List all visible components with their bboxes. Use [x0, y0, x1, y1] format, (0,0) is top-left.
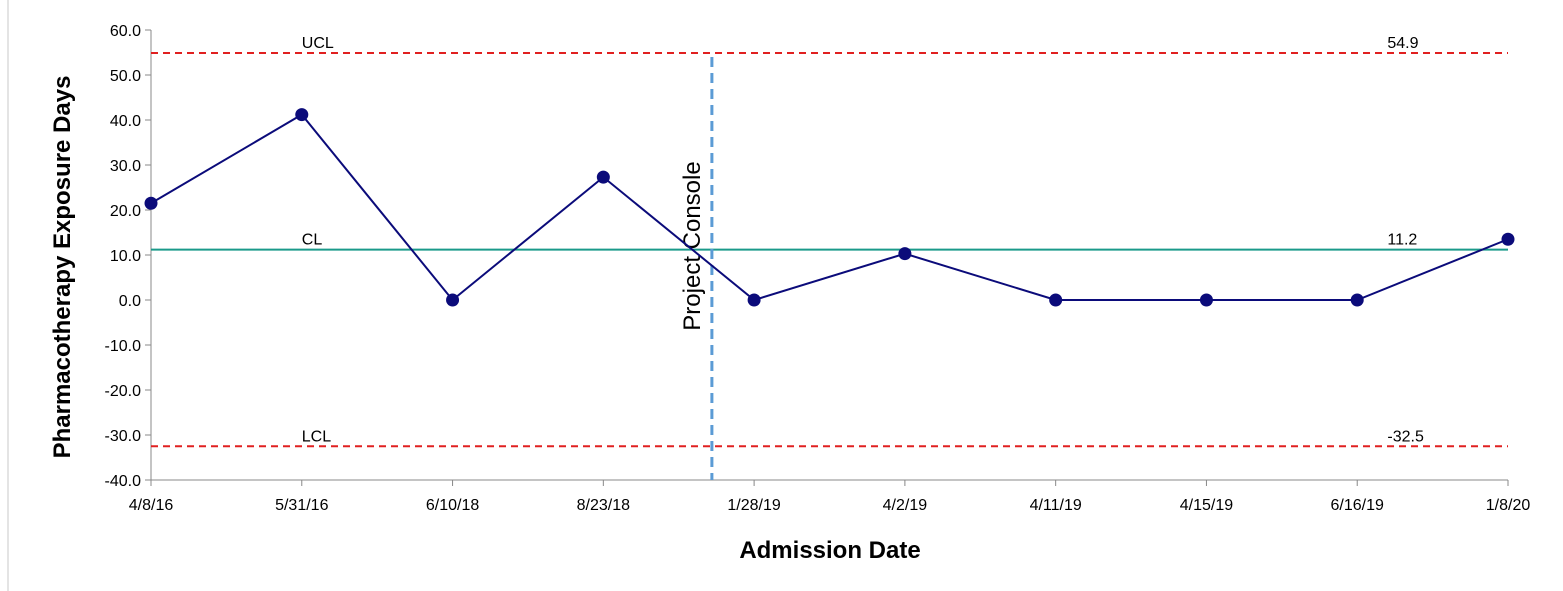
series-line	[151, 115, 1508, 300]
x-tick-label: 5/31/16	[275, 497, 328, 514]
y-tick-label: 40.0	[110, 113, 141, 130]
ucl-label: UCL	[302, 35, 334, 52]
y-tick-label: 30.0	[110, 158, 141, 175]
cl-value-label: 11.2	[1387, 232, 1417, 249]
data-point	[145, 197, 158, 210]
x-tick-label: 4/8/16	[129, 497, 174, 514]
y-tick-label: -40.0	[105, 473, 142, 490]
lcl-label: LCL	[302, 428, 331, 445]
data-point	[898, 247, 911, 260]
cl-label: CL	[302, 232, 323, 249]
phase-annotation: Project Console	[679, 57, 712, 480]
x-tick-label: 1/8/20	[1486, 497, 1531, 514]
x-tick-label: 4/2/19	[883, 497, 928, 514]
ucl-value-label: 54.9	[1387, 35, 1418, 52]
x-tick-label: 8/23/18	[577, 497, 630, 514]
y-axis-title: Pharmacotherapy Exposure Days	[49, 76, 76, 459]
data-series	[145, 108, 1515, 306]
data-point	[446, 294, 459, 307]
data-point	[1351, 294, 1364, 307]
x-tick-label: 4/15/19	[1180, 497, 1233, 514]
data-point	[1502, 233, 1515, 246]
y-tick-label: 50.0	[110, 68, 141, 85]
data-point	[597, 171, 610, 184]
y-tick-label: -10.0	[105, 338, 142, 355]
x-axis-title: Admission Date	[739, 537, 920, 564]
x-tick-label: 4/11/19	[1030, 497, 1082, 514]
phase-annotation-label: Project Console	[679, 161, 706, 330]
lcl-value-label: -32.5	[1387, 428, 1424, 445]
y-tick-label: 20.0	[110, 203, 141, 220]
data-point	[295, 108, 308, 121]
x-tick-label: 6/10/18	[426, 497, 479, 514]
x-tick-label: 6/16/19	[1331, 497, 1384, 514]
y-tick-label: -30.0	[105, 428, 142, 445]
y-tick-label: 10.0	[110, 248, 141, 265]
data-point	[748, 294, 761, 307]
data-point	[1200, 294, 1213, 307]
y-tick-label: 0.0	[119, 293, 141, 310]
y-tick-label: 60.0	[110, 23, 141, 40]
control-limits: UCL 54.9 CL 11.2 LCL -32.5	[151, 35, 1508, 446]
x-tick-label: 1/28/19	[727, 497, 780, 514]
data-point	[1049, 294, 1062, 307]
y-tick-label: -20.0	[105, 383, 142, 400]
